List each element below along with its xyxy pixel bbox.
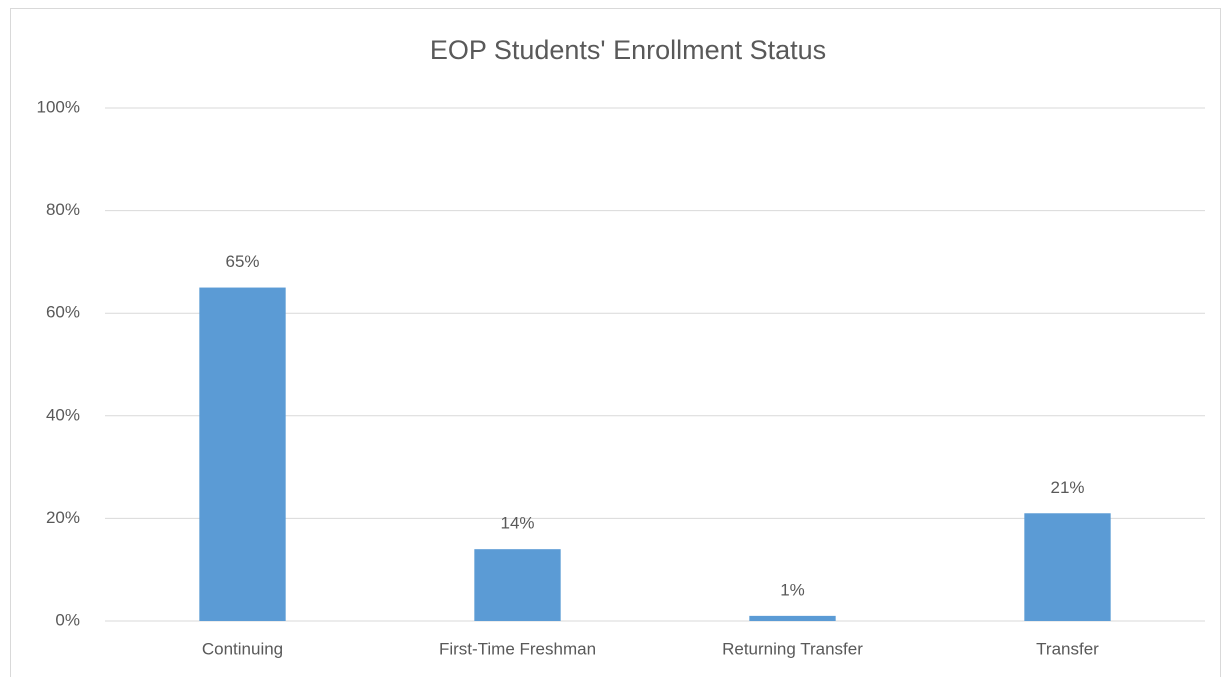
y-tick-label: 60% [46, 303, 80, 322]
chart-title: EOP Students' Enrollment Status [430, 35, 826, 65]
y-tick-label: 40% [46, 405, 80, 424]
bar [749, 615, 836, 621]
y-tick-label: 100% [37, 97, 80, 116]
data-label: 1% [780, 580, 805, 599]
data-label: 14% [500, 514, 534, 533]
bar [474, 549, 561, 621]
bar [199, 287, 286, 621]
data-label: 65% [225, 252, 259, 271]
y-tick-label: 20% [46, 508, 80, 527]
x-tick-label: Continuing [202, 639, 283, 658]
bar [1024, 513, 1111, 621]
x-tick-label: First-Time Freshman [439, 639, 596, 658]
x-tick-label: Transfer [1036, 639, 1099, 658]
y-tick-label: 0% [55, 610, 80, 629]
data-label: 21% [1050, 478, 1084, 497]
x-tick-label: Returning Transfer [722, 639, 863, 658]
y-tick-label: 80% [46, 200, 80, 219]
